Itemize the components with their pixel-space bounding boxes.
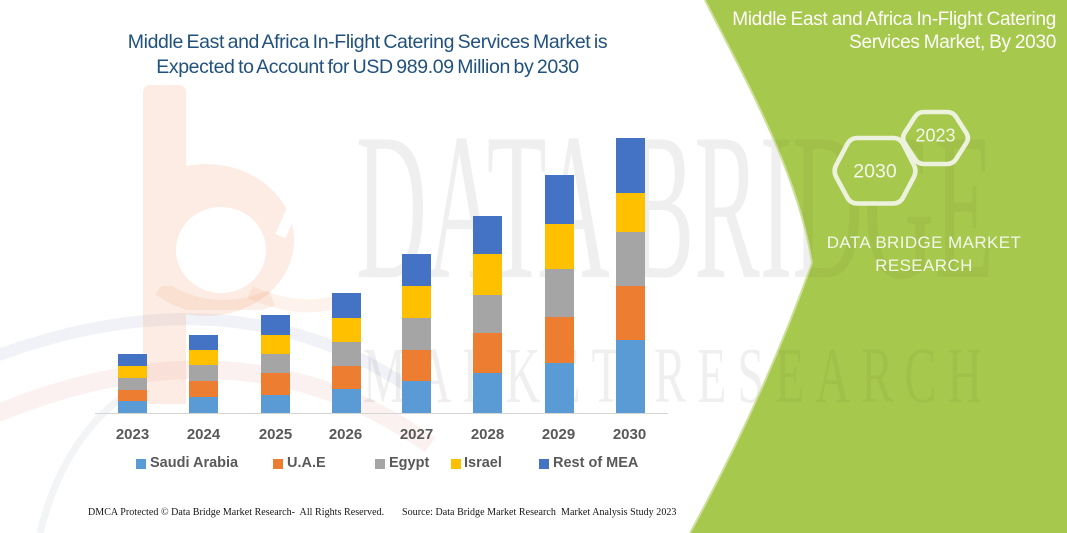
svg-text:2023: 2023	[915, 126, 955, 146]
svg-text:2030: 2030	[853, 161, 897, 183]
